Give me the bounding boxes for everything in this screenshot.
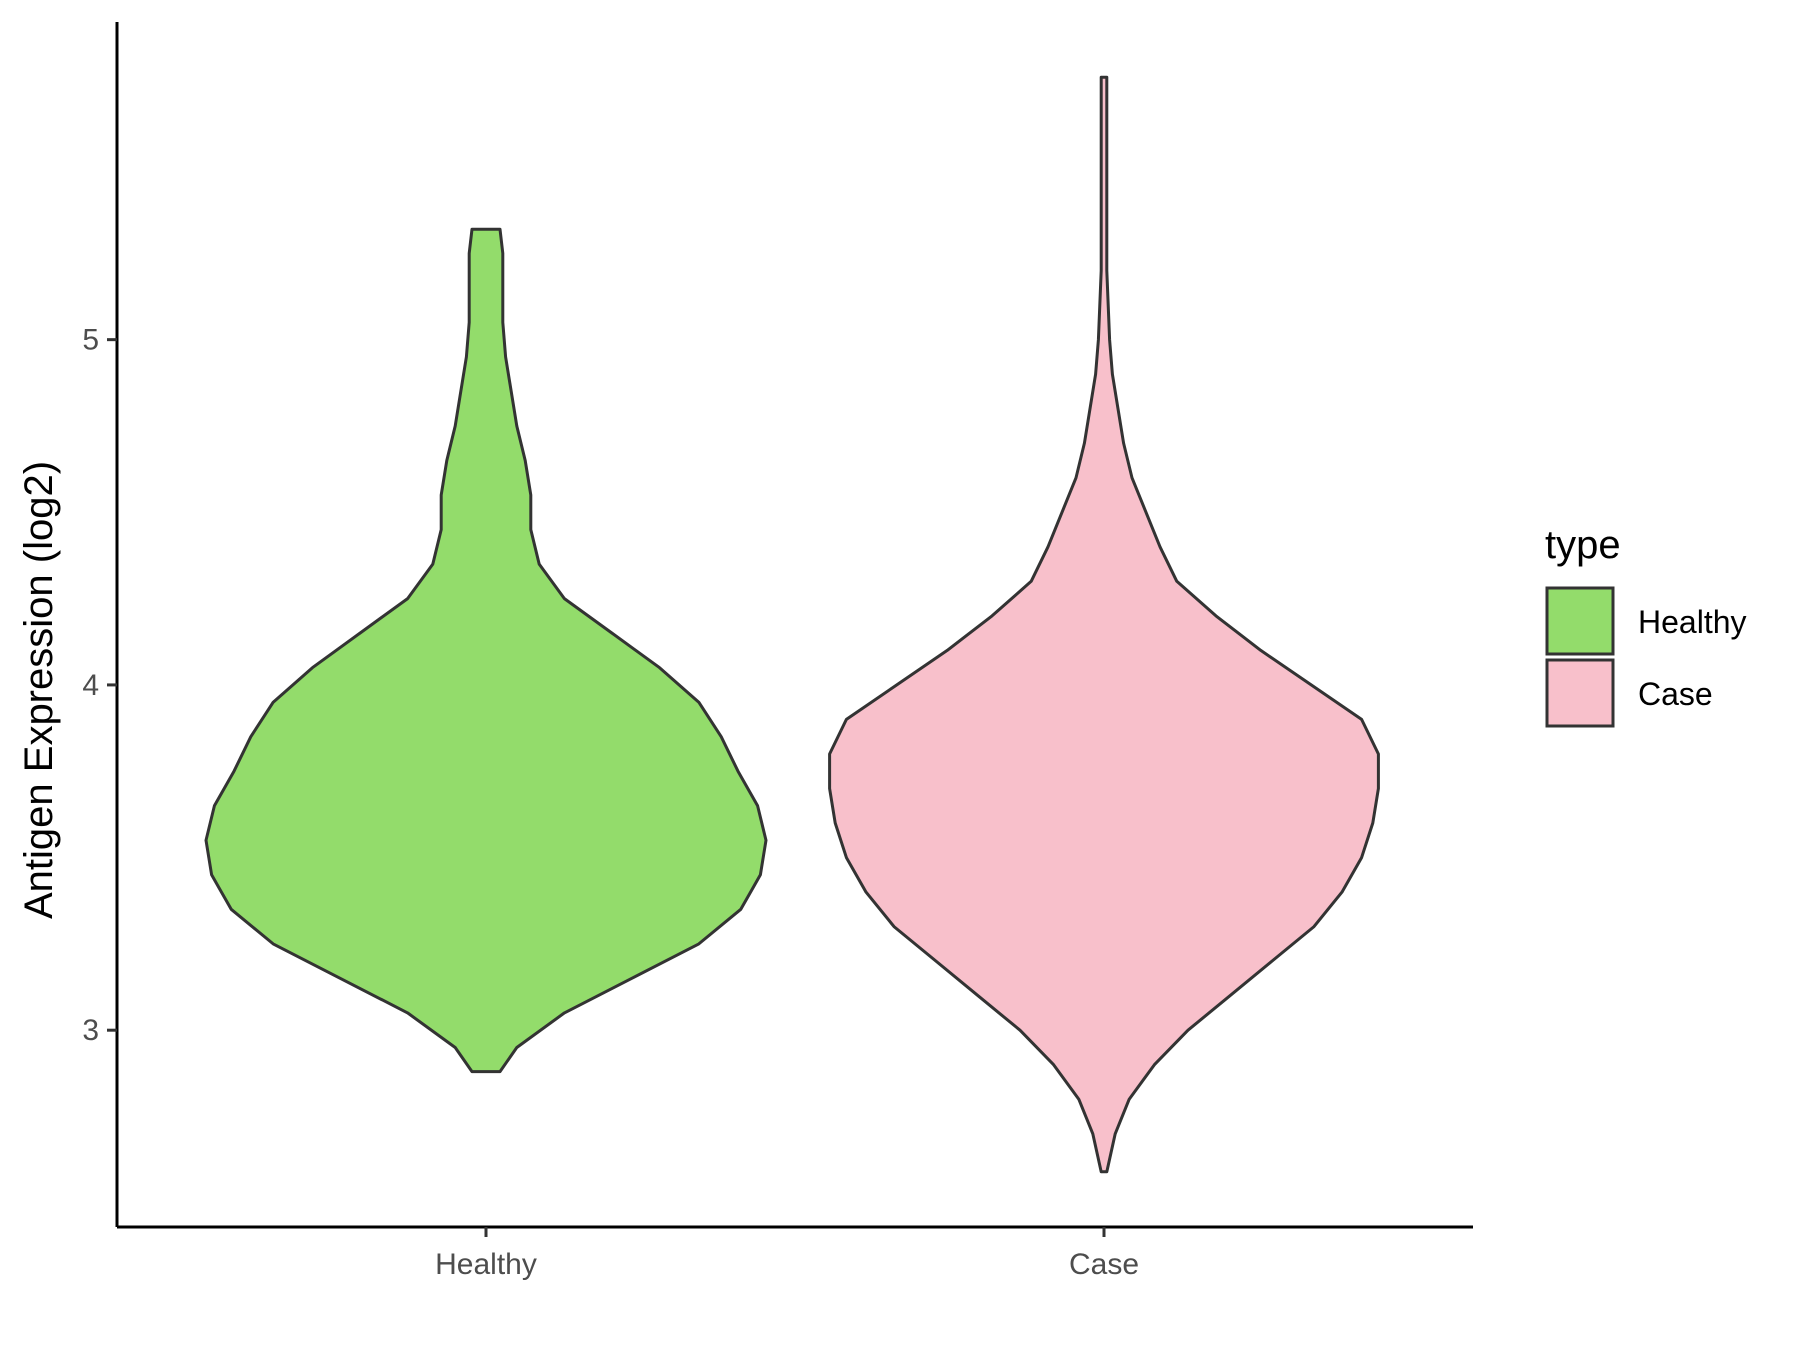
legend-swatch-healthy: [1545, 586, 1615, 656]
plot-area: [204, 75, 1380, 1174]
legend-label-healthy: Healthy: [1638, 604, 1747, 640]
y-axis-title: Antigen Expression (log2): [17, 461, 61, 919]
legend-title: type: [1545, 523, 1621, 567]
x-tick-label-healthy: Healthy: [435, 1248, 537, 1281]
legend: type Healthy Case: [1545, 523, 1747, 728]
y-tick-label-4: 4: [82, 669, 99, 702]
violin-case: [828, 75, 1380, 1174]
y-tick-label-5: 5: [82, 324, 99, 357]
legend-label-case: Case: [1638, 676, 1713, 712]
y-tick-label-3: 3: [82, 1014, 99, 1047]
violin-healthy: [204, 227, 768, 1074]
axes: 3 4 5 Healthy Case: [82, 22, 1473, 1281]
legend-swatch-case: [1545, 658, 1615, 728]
x-tick-label-case: Case: [1069, 1248, 1139, 1281]
